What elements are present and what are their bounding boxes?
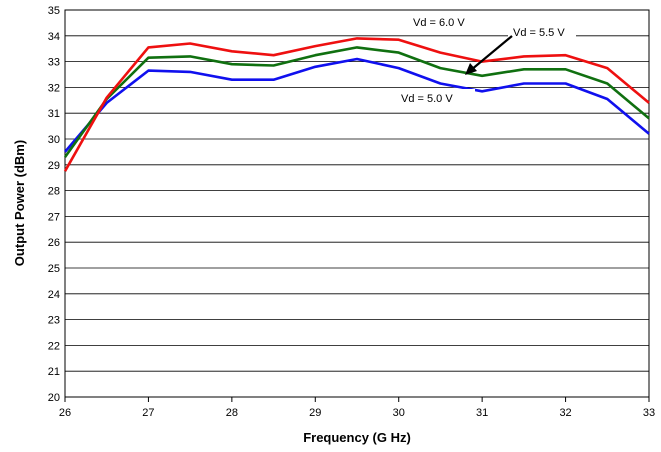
annotation-arrow-line: [470, 35, 513, 71]
annotation-vd-5v-box: [397, 89, 475, 107]
annotation-vd-6v: Vd = 6.0 V: [413, 17, 465, 29]
x-axis-label: Frequency (G Hz): [303, 430, 411, 445]
y-tick-32: 32: [48, 82, 60, 94]
series-line-vd-6-0-v: [63, 37, 650, 172]
y-tick-27: 27: [48, 211, 60, 223]
y-tick-23: 23: [48, 315, 60, 327]
x-tick-30: 30: [393, 407, 405, 419]
y-axis-label: Output Power (dBm): [12, 140, 27, 266]
annotation-arrow-head: [465, 63, 477, 75]
x-tick-labels: 26 27 28 29 30 31 32 33: [59, 397, 655, 419]
annotation-vd-5v: Vd = 5.0 V: [401, 93, 453, 105]
x-tick-27: 27: [142, 407, 154, 419]
y-tick-21: 21: [48, 366, 60, 378]
x-tick-31: 31: [476, 407, 488, 419]
x-tick-29: 29: [309, 407, 321, 419]
y-tick-28: 28: [48, 186, 60, 198]
y-tick-31: 31: [48, 108, 60, 120]
x-tick-28: 28: [226, 407, 238, 419]
y-tick-24: 24: [48, 289, 60, 301]
y-tick-26: 26: [48, 237, 60, 249]
series-lines: [63, 37, 650, 172]
y-tick-30: 30: [48, 134, 60, 146]
plot-area: [64, 9, 650, 398]
y-tick-22: 22: [48, 340, 60, 352]
y-tick-29: 29: [48, 160, 60, 172]
y-tick-labels: 20 21 22 23 24 25 26 27 28 29 30 31 32 33 34 35: [48, 5, 60, 404]
y-tick-33: 33: [48, 57, 60, 69]
y-tick-35: 35: [48, 5, 60, 17]
series-line-vd-5-5-v: [63, 46, 650, 158]
x-tick-26: 26: [59, 407, 71, 419]
y-tick-34: 34: [48, 31, 60, 43]
x-tick-32: 32: [559, 407, 571, 419]
annotation-vd-5-5v: Vd = 5.5 V: [513, 27, 565, 39]
series-line-vd-5-0-v: [64, 57, 650, 153]
grid-lines: [65, 35, 649, 372]
x-tick-33: 33: [643, 407, 655, 419]
y-tick-20: 20: [48, 392, 60, 404]
y-tick-25: 25: [48, 263, 60, 275]
annotation-vd-5-5v-box: [508, 24, 576, 40]
